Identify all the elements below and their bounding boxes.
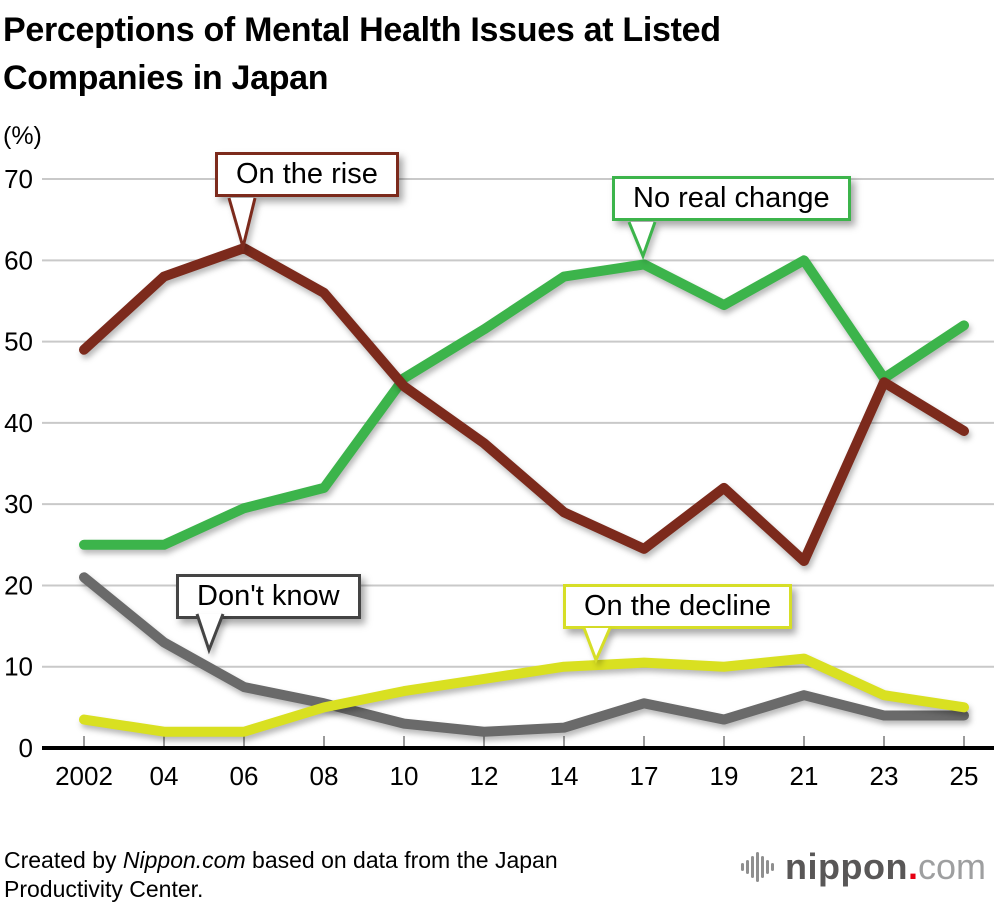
x-axis-label-08: 08 [310, 761, 339, 791]
title-line2: Companies in Japan [3, 59, 329, 97]
credit-line2: Productivity Center. [4, 876, 204, 902]
y-axis-label-40: 40 [4, 408, 33, 438]
logo-text-nippon: nippon [785, 846, 908, 887]
x-axis-label-04: 04 [150, 761, 179, 791]
y-axis-label-70: 70 [4, 164, 33, 194]
y-axis-label-10: 10 [4, 652, 33, 682]
x-axis-label-25: 25 [950, 761, 979, 791]
x-axis-label-10: 10 [390, 761, 419, 791]
y-axis-label-0: 0 [19, 733, 33, 763]
series-line-don-t-know [79, 572, 969, 737]
x-axis-label-23: 23 [870, 761, 899, 791]
callout-on-the-decline-label: On the decline [584, 590, 772, 622]
logo-text-com: com [917, 846, 986, 887]
y-axis-label-60: 60 [4, 245, 33, 275]
callout-on-the-rise: On the rise [215, 152, 399, 197]
x-axis-label-2002: 2002 [55, 761, 113, 791]
series-line-no-real-change [79, 255, 969, 550]
chart-svg: 0 10 20 30 40 50 60 70 2002 04 06 08 10 12 14 17 19 21 23 2… [4, 164, 994, 791]
credit-line1-rest: based on data from the Japan [245, 847, 558, 873]
soundwave-icon [741, 852, 775, 882]
callout-on-the-decline: On the decline [563, 584, 793, 629]
series-line-on-the-decline [79, 653, 969, 737]
callout-on-the-rise-label: On the rise [236, 158, 378, 190]
y-axis-unit-label: (%) [3, 122, 42, 150]
y-axis-label-20: 20 [4, 570, 33, 600]
x-axis-label-21: 21 [790, 761, 819, 791]
callout-dont-know-pointer [195, 613, 225, 655]
series-line-on-the-rise [79, 243, 969, 567]
callout-dont-know: Don't know [176, 574, 361, 619]
credit-prefix: Created by [4, 847, 123, 873]
title-line1: Perceptions of Mental Health Issues at L… [3, 11, 721, 49]
page-title: Perceptions of Mental Health Issues at L… [3, 6, 923, 102]
y-axis-label-50: 50 [4, 327, 33, 357]
callout-no-real-change-label: No real change [633, 182, 830, 214]
callout-on-the-rise-pointer [227, 197, 257, 253]
x-axis-label-14: 14 [550, 761, 579, 791]
logo-dot: . [907, 846, 918, 887]
callout-no-real-change-pointer [627, 221, 657, 261]
y-axis-label-30: 30 [4, 489, 33, 519]
callout-on-the-decline-pointer [582, 627, 612, 664]
x-axis-label-12: 12 [470, 761, 499, 791]
callout-dont-know-label: Don't know [197, 580, 340, 612]
x-axis-label-19: 19 [710, 761, 739, 791]
x-axis-label-06: 06 [230, 761, 259, 791]
x-axis-label-17: 17 [630, 761, 659, 791]
callout-no-real-change: No real change [612, 176, 851, 221]
credit-line: Created by Nippon.com based on data from… [4, 846, 558, 902]
nippon-com-logo: nippon. com [741, 845, 986, 889]
credit-source: Nippon.com [122, 847, 246, 873]
